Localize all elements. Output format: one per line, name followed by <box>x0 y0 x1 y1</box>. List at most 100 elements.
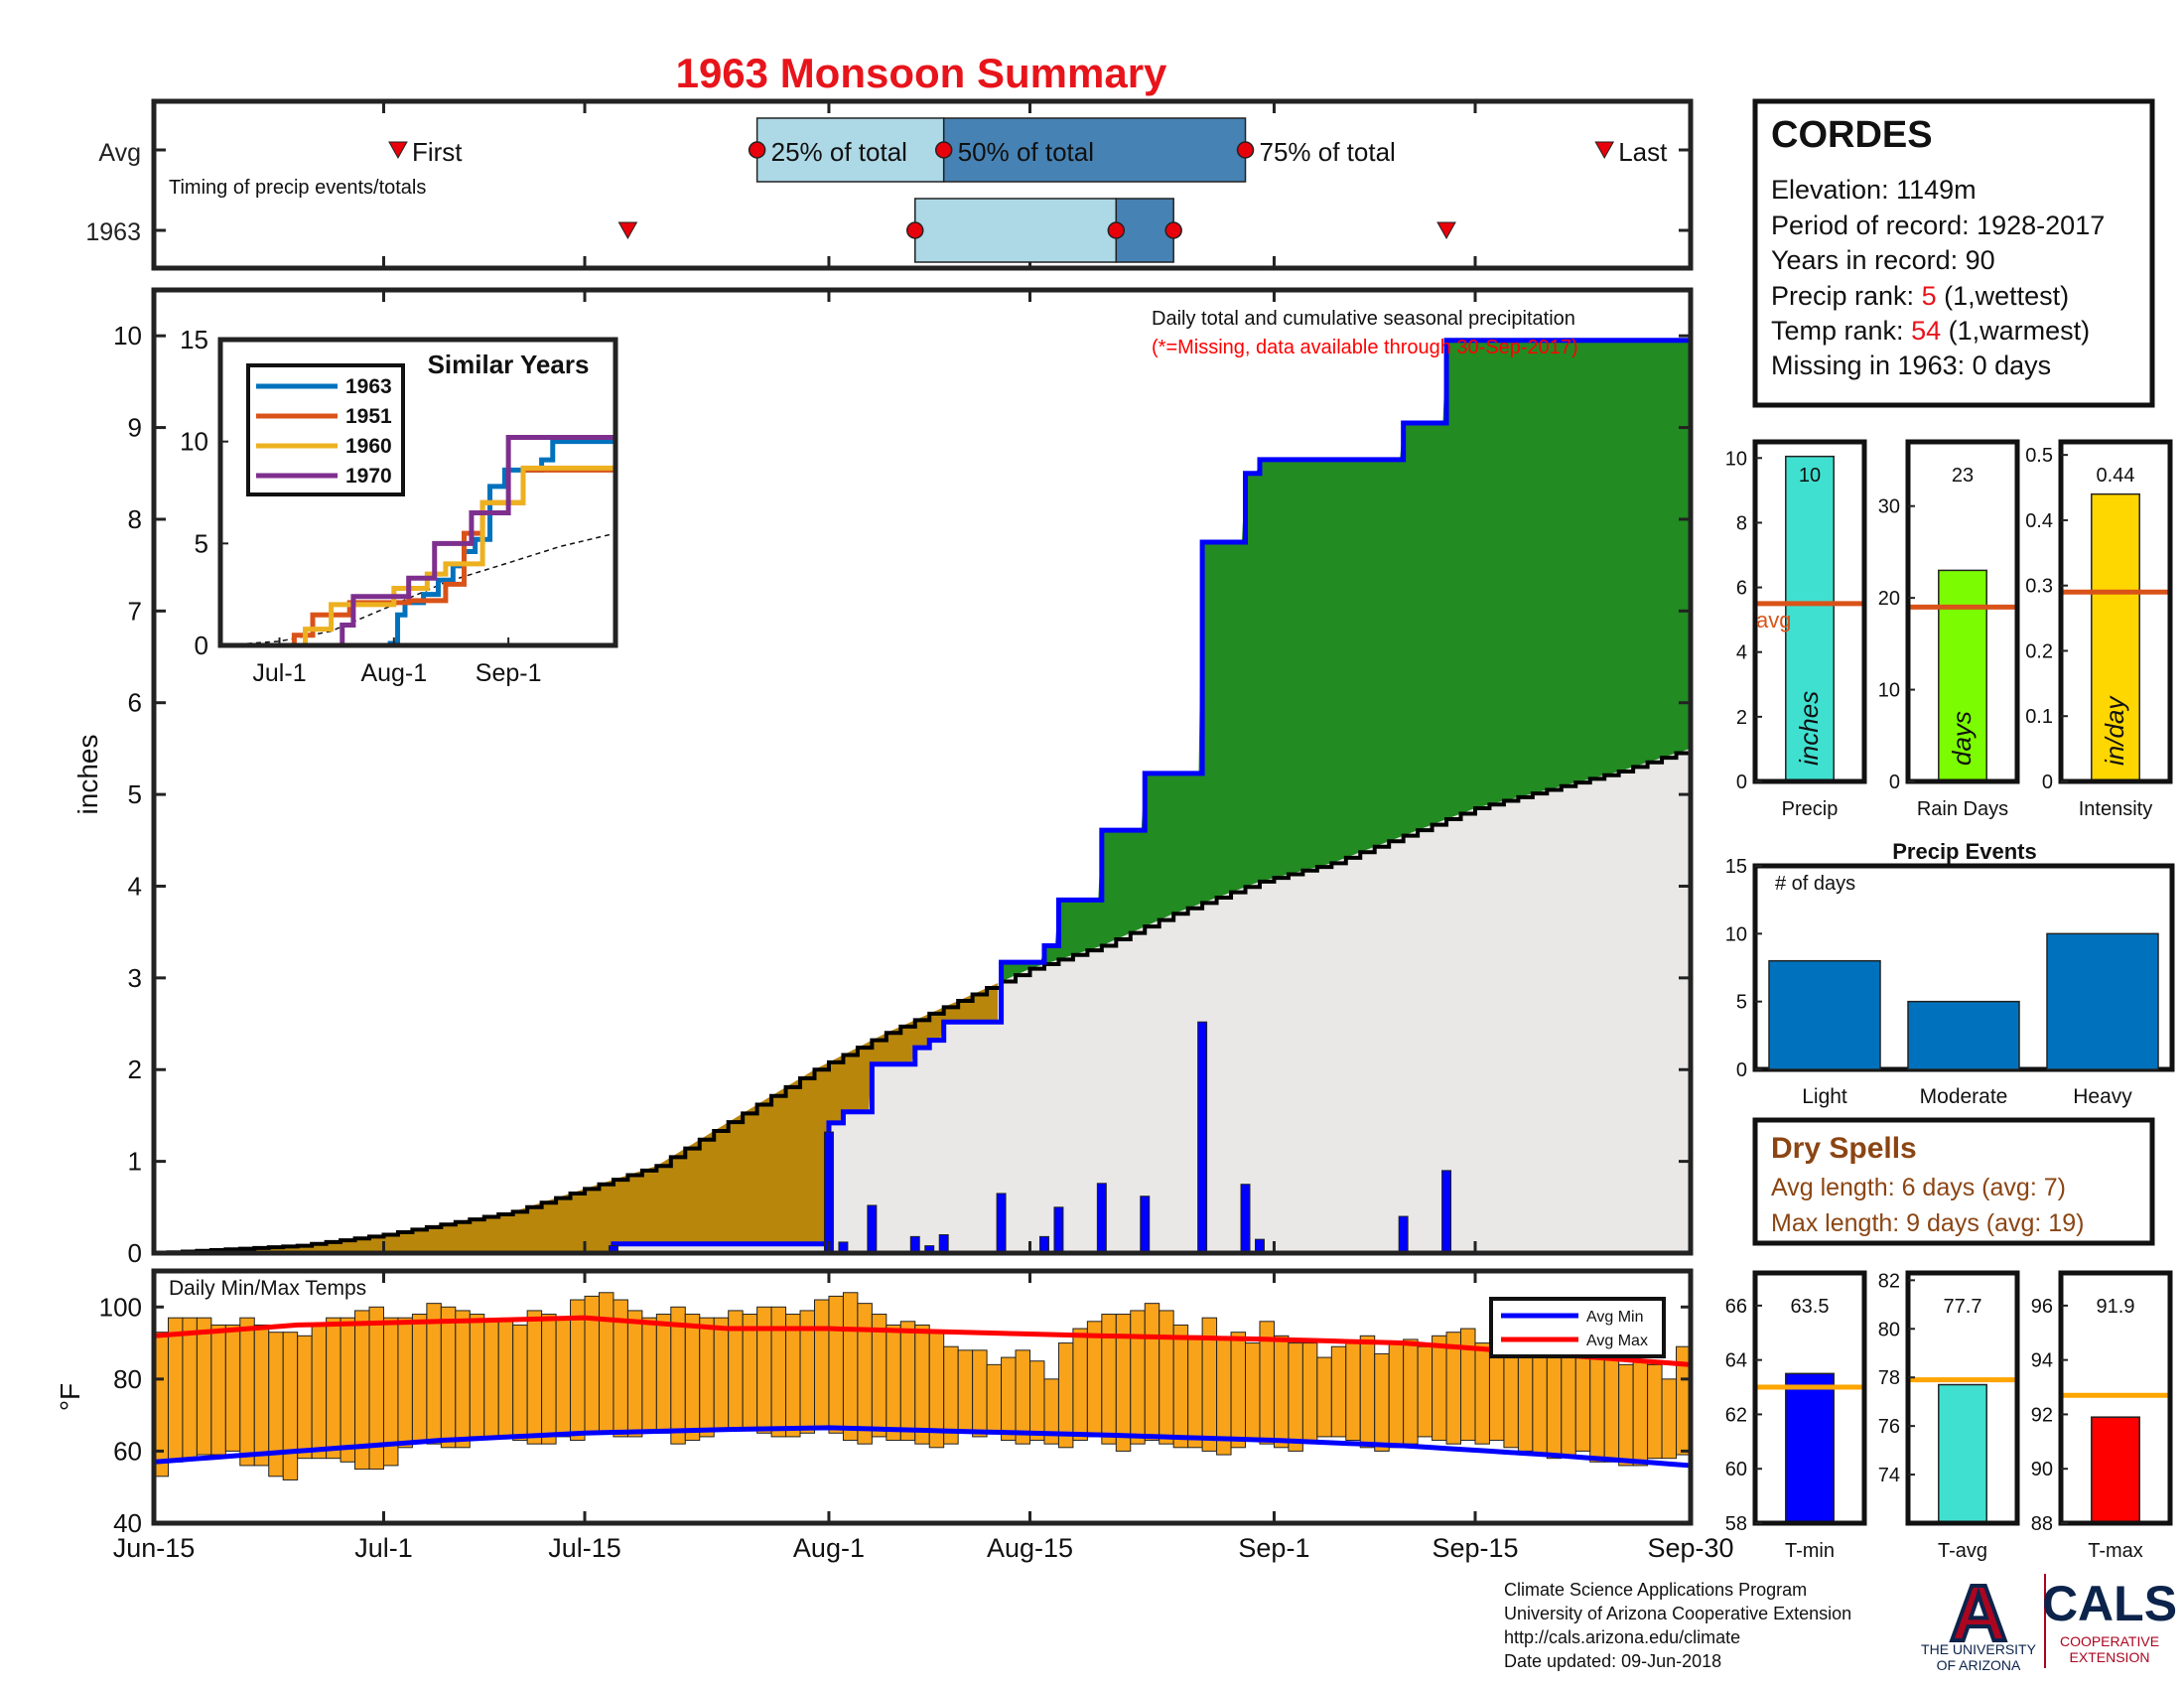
temps-x-tick-label: Jul-1 <box>354 1533 413 1563</box>
main-chart-title: Daily total and cumulative seasonal prec… <box>1152 308 1575 330</box>
timing-label-75pct: 75% of total <box>1260 137 1396 167</box>
footer-line3: http://cals.arizona.edu/climate <box>1504 1627 1740 1647</box>
daily-temp-range-bar <box>497 1321 514 1438</box>
timing-percentile-marker <box>934 141 953 159</box>
timing-percentile-marker <box>1107 221 1126 239</box>
daily-temp-range-bar <box>469 1314 485 1438</box>
tavg-summary-y-tick-label: 74 <box>1878 1465 1900 1486</box>
timing-marks <box>152 101 1693 268</box>
precip-events-y-tick-label: 5 <box>1736 992 1747 1014</box>
dry-spells-title: Dry Spells <box>1771 1132 1917 1165</box>
daily-temp-range-bar <box>684 1314 701 1442</box>
precip-events-bar <box>2046 932 2159 1070</box>
precip-events-y-tick-label: 15 <box>1725 856 1747 878</box>
footer-line2: University of Arizona Cooperative Extens… <box>1504 1604 1851 1623</box>
timing-label-50pct: 50% of total <box>958 137 1094 167</box>
temps-x-tick-label: Jun-15 <box>113 1533 196 1563</box>
precip-summary-y-tick-label: 2 <box>1736 707 1747 729</box>
daily-temp-range-bar <box>182 1317 198 1460</box>
daily-temp-range-bar <box>326 1317 341 1460</box>
daily-temp-range-bar <box>1159 1310 1174 1445</box>
tmin-summary-y-tick-label: 64 <box>1725 1350 1747 1372</box>
footer-line1: Climate Science Applications Program <box>1504 1580 1807 1600</box>
daily-temp-range-bar <box>886 1324 901 1442</box>
main-y-tick-label: 3 <box>128 963 142 993</box>
daily-temp-range-bar <box>340 1317 356 1463</box>
legend-avg-min-label: Avg Min <box>1586 1309 1644 1326</box>
main-y-tick-label: 2 <box>128 1055 142 1084</box>
daily-temp-range-bar <box>1144 1303 1160 1442</box>
timing-percentile-marker <box>906 221 924 239</box>
temps-frame <box>151 1268 1694 1526</box>
precip-summary-value-bar <box>1785 455 1835 782</box>
daily-temp-range-bar <box>1001 1356 1017 1442</box>
daily-temp-range-bar <box>512 1324 528 1442</box>
precip-events-ylabel: # of days <box>1775 873 1855 895</box>
main-y-tick-label: 8 <box>128 504 142 534</box>
ua-logo-line2: OF ARIZONA <box>1937 1657 2021 1673</box>
cals-logo-line1: COOPERATIVE <box>2060 1633 2159 1649</box>
daily-precip-bar <box>1096 1183 1107 1254</box>
daily-temp-range-bar <box>655 1314 672 1434</box>
rain-days-summary-y-tick-label: 10 <box>1878 680 1900 702</box>
daily-temp-range-bar <box>972 1349 988 1438</box>
precip-summary-avg-label: avg <box>1756 608 1791 633</box>
temps-y-tick-label: 100 <box>99 1292 142 1322</box>
daily-temp-range-bar <box>483 1321 499 1438</box>
tmax-summary-y-tick-label: 94 <box>2031 1350 2053 1372</box>
daily-temp-range-bar <box>1403 1338 1419 1445</box>
daily-temp-range-bar <box>1603 1352 1620 1463</box>
daily-temp-range-bar <box>699 1317 715 1438</box>
daily-temp-range-bar <box>598 1292 614 1434</box>
daily-temp-range-bar <box>742 1314 758 1431</box>
temps-ylabel: °F <box>55 1383 85 1411</box>
average-cumulative-area <box>154 748 1691 1253</box>
intensity-summary-y-tick-label: 0.2 <box>2025 640 2053 662</box>
inset-legend-label: 1951 <box>345 405 392 428</box>
precip-events-category-label: Moderate <box>1920 1085 2008 1108</box>
below-average-fill <box>157 983 998 1253</box>
tmin-summary-value-label: 63.5 <box>1791 1296 1830 1318</box>
tmax-summary-frame <box>2058 1270 2173 1526</box>
daily-temp-range-bar <box>1015 1349 1031 1445</box>
daily-precip-bar <box>1197 1021 1208 1254</box>
temps-panel: 40 60 80 100 Jun-15 Jul-1 Jul-15 Aug-1 Aug-15 Sep… <box>55 1268 1734 1563</box>
daily-precip-bar <box>938 1234 949 1254</box>
precip-events-category-label: Light <box>1802 1085 1847 1108</box>
daily-precip-bar <box>1398 1215 1409 1254</box>
inset-y-tick-label: 5 <box>195 528 208 558</box>
temps-x-tick-label: Aug-1 <box>793 1533 865 1563</box>
similar-years-plot: 0 5 10 15 Jul-1 Aug-1 Sep-1 1963 1951 1960 1970 <box>180 325 618 687</box>
above-average-fill <box>1001 331 1691 982</box>
inset-frame <box>217 337 618 648</box>
daily-temp-range-bar <box>713 1317 730 1431</box>
tavg-summary-y-tick-label: 80 <box>1878 1319 1900 1340</box>
rain-days-summary-value-label: 23 <box>1952 465 1974 487</box>
station-years: Years in record: 90 <box>1771 245 1995 275</box>
main-y-tick-label: 6 <box>128 688 142 718</box>
timing-box-25-50 <box>914 198 1118 263</box>
university-of-arizona-logo: A THE UNIVERSITY OF ARIZONA <box>1921 1567 2037 1673</box>
daily-temp-range-bar <box>641 1317 657 1434</box>
temps-x-tick-label: Sep-1 <box>1238 1533 1309 1563</box>
inset-legend-label: 1960 <box>345 435 392 458</box>
daily-precip-bar <box>823 1131 834 1254</box>
precip-events-y-tick-label: 0 <box>1736 1059 1747 1081</box>
precip-summary-frame <box>1752 439 1867 784</box>
average-cumulative-line <box>154 748 1693 1255</box>
daily-temp-range-bar <box>1130 1310 1146 1445</box>
similar-years-inset: 0 5 10 15 Jul-1 Aug-1 Sep-1 1963 1951 1960 1970 Si… <box>180 325 618 687</box>
timing-first-last-marker <box>388 141 408 160</box>
tmax-summary-y-tick-label: 90 <box>2031 1459 2053 1480</box>
inset-x-tick-label: Jul-1 <box>252 659 306 687</box>
timing-first-last-marker <box>1436 221 1456 240</box>
tavg-summary-y-tick-label: 76 <box>1878 1416 1900 1438</box>
timing-label-first: First <box>412 137 463 167</box>
observed-cumulative-line <box>154 331 1694 1256</box>
daily-temp-range-bar <box>1330 1345 1347 1438</box>
daily-temp-range-bar <box>1301 1342 1318 1442</box>
temps-x-tick-label: Sep-15 <box>1432 1533 1518 1563</box>
daily-temp-range-bar <box>1345 1342 1361 1442</box>
temps-x-tick-label: Aug-15 <box>987 1533 1073 1563</box>
ua-logo-letter: A <box>1950 1569 2007 1657</box>
